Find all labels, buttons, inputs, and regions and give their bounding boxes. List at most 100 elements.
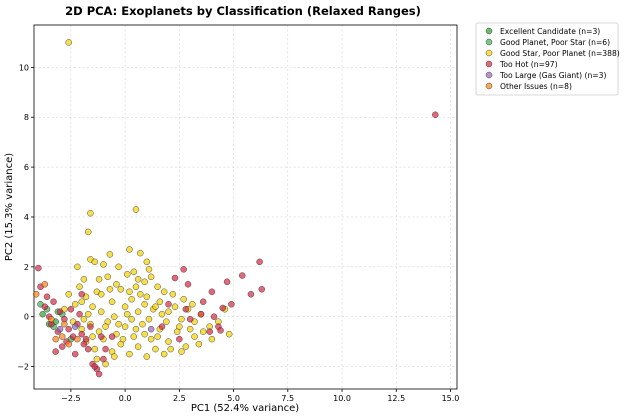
scatter-point <box>93 355 101 363</box>
scatter-point <box>432 111 439 118</box>
scatter-point <box>124 310 131 318</box>
scatter-point <box>208 288 216 295</box>
x-tick-label: 12.5 <box>387 394 405 403</box>
scatter-point <box>58 333 66 340</box>
scatter-point <box>89 303 96 310</box>
scatter-point <box>145 266 153 273</box>
scatter-point <box>98 308 105 315</box>
scatter-point <box>65 325 72 333</box>
scatter-point <box>71 301 79 308</box>
scatter-point <box>67 305 75 313</box>
scatter-point <box>158 323 166 330</box>
scatter-point <box>184 281 192 288</box>
scatter-point <box>143 353 151 360</box>
scatter-point <box>171 274 179 282</box>
scatter-point <box>139 320 146 328</box>
scatter-point <box>102 323 109 330</box>
scatter-point <box>134 308 142 315</box>
y-tick-label: 2 <box>24 263 29 272</box>
scatter-point <box>80 276 88 283</box>
scatter-point <box>126 350 133 358</box>
legend-marker <box>485 49 493 57</box>
scatter-point <box>132 283 140 291</box>
scatter-point <box>95 276 103 283</box>
scatter-point <box>143 293 151 300</box>
scatter-point <box>128 296 135 303</box>
legend-marker <box>485 60 493 68</box>
scatter-point <box>89 333 96 340</box>
scatter-point <box>191 333 198 340</box>
scatter-point <box>223 278 231 286</box>
series-group <box>32 281 81 348</box>
scatter-point <box>32 291 40 298</box>
scatter-point <box>115 320 122 328</box>
scatter-point <box>158 310 166 318</box>
x-tick-label: 5.0 <box>227 394 240 403</box>
series-group <box>56 323 155 333</box>
scatter-points <box>32 39 439 378</box>
scatter-point <box>180 296 187 303</box>
scatter-point <box>41 303 49 310</box>
scatter-point <box>199 328 207 335</box>
scatter-point <box>95 370 103 378</box>
series-group <box>61 39 233 368</box>
scatter-point <box>102 345 109 353</box>
x-tick-label: 2.5 <box>173 394 186 403</box>
scatter-point <box>50 298 57 305</box>
scatter-point <box>58 343 66 350</box>
scatter-point <box>85 310 92 318</box>
scatter-point <box>152 303 159 310</box>
scatter-point <box>119 335 127 343</box>
scatter-point <box>208 335 216 343</box>
scatter-point <box>165 308 172 315</box>
y-tick-label: 0 <box>24 313 29 322</box>
scatter-point <box>186 325 194 333</box>
legend-item-label: Good Star, Poor Planet (n=388) <box>500 49 620 58</box>
scatter-point <box>76 283 83 291</box>
scatter-point <box>61 320 68 328</box>
scatter-point <box>180 266 187 273</box>
x-tick-label: 7.5 <box>281 394 294 403</box>
scatter-point <box>147 335 155 343</box>
x-tick-label: −2.5 <box>61 394 80 403</box>
scatter-point <box>56 308 64 315</box>
scatter-point <box>256 258 263 266</box>
scatter-point <box>165 301 172 308</box>
scatter-point <box>52 335 59 343</box>
chart-title: 2D PCA: Exoplanets by Classification (Re… <box>65 4 421 18</box>
scatter-point <box>167 345 174 353</box>
scatter-point <box>98 291 105 298</box>
scatter-point <box>78 298 85 305</box>
scatter-point <box>91 363 98 370</box>
scatter-point <box>65 291 72 298</box>
scatter-point <box>132 325 140 333</box>
scatter-point <box>113 281 120 288</box>
legend: Excellent Candidate (n=3) Good Planet, Po… <box>475 22 620 96</box>
scatter-point <box>98 333 105 340</box>
scatter-point <box>74 263 81 271</box>
scatter-point <box>219 304 226 312</box>
scatter-point <box>178 348 185 355</box>
scatter-point <box>247 291 255 298</box>
scatter-point <box>121 323 129 330</box>
scatter-point <box>160 288 168 295</box>
scatter-point <box>108 298 116 305</box>
scatter-point <box>35 264 42 272</box>
scatter-point <box>71 323 79 330</box>
y-tick-label: 4 <box>24 213 29 222</box>
scatter-point <box>71 350 79 358</box>
scatter-point <box>165 338 172 345</box>
scatter-point <box>121 303 129 310</box>
legend-item-label: Excellent Candidate (n=3) <box>500 27 600 36</box>
scatter-point <box>134 276 142 283</box>
scatter-point <box>126 246 133 253</box>
legend-box <box>475 22 619 96</box>
y-tick-label: 8 <box>24 113 29 122</box>
scatter-point <box>147 325 155 333</box>
series-group <box>35 111 439 378</box>
x-axis-ticks: −2.5 0.0 2.5 5.0 7.5 10.0 12.5 15.0 <box>61 389 459 403</box>
scatter-point <box>82 335 90 343</box>
scatter-point <box>41 281 49 288</box>
scatter-point <box>111 313 118 320</box>
scatter-point <box>199 298 207 305</box>
